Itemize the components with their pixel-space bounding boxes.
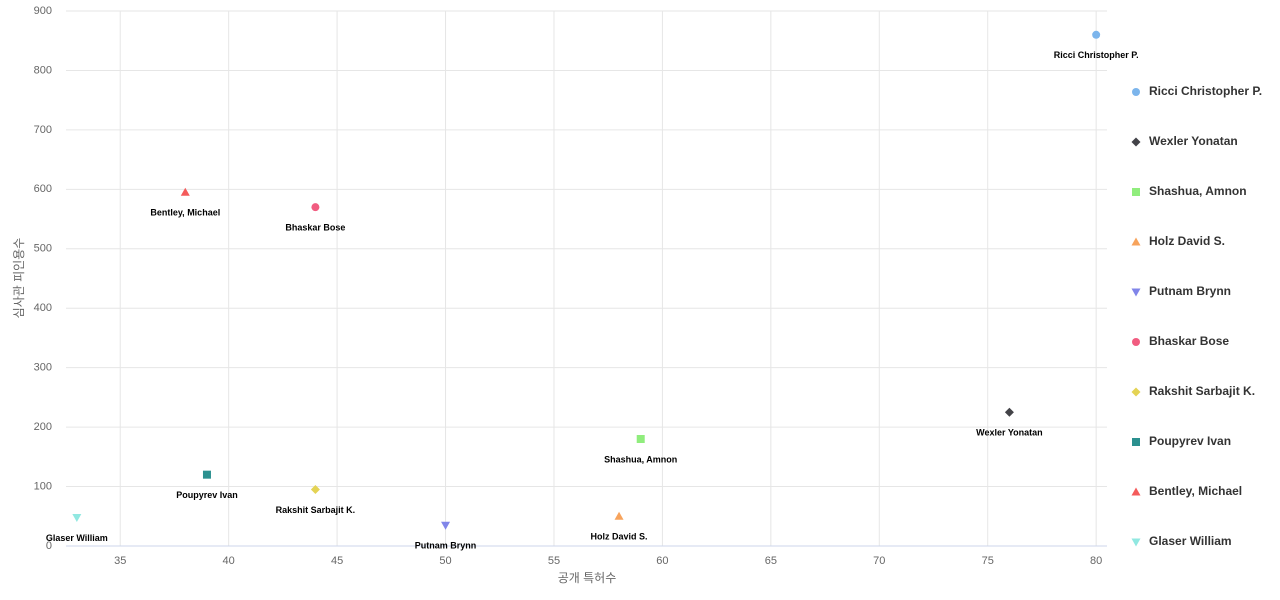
x-tick-label: 40 (223, 555, 235, 567)
y-tick-label: 800 (34, 64, 52, 76)
point (636, 435, 645, 443)
legend-label: Shashua, Amnon (1149, 184, 1247, 198)
y-tick-label: 700 (34, 124, 52, 136)
point-label: Poupyrev Ivan (176, 490, 238, 500)
y-tick-label: 300 (34, 362, 52, 374)
y-tick-label: 0 (46, 540, 52, 552)
point-label: Glaser William (46, 533, 108, 543)
x-tick-label: 35 (114, 555, 126, 567)
y-tick-label: 400 (34, 302, 52, 314)
legend-marker (1132, 188, 1140, 196)
y-tick-label: 100 (34, 480, 52, 492)
point (72, 513, 82, 522)
point-label: Bhaskar Bose (285, 223, 345, 233)
point (180, 187, 190, 196)
legend-marker (1131, 487, 1141, 496)
x-tick-label: 65 (765, 555, 777, 567)
point-label: Wexler Yonatan (976, 428, 1043, 438)
legend-label: Putnam Brynn (1149, 284, 1231, 298)
x-axis-title: 공개 특허수 (558, 571, 617, 585)
y-tick-label: 500 (34, 243, 52, 255)
point (310, 485, 320, 495)
legend-marker (1131, 538, 1141, 547)
legend-marker (1131, 288, 1141, 297)
y-axis-title: 심사관 피인용수 (12, 238, 26, 319)
point-label: Shashua, Amnon (604, 454, 677, 464)
legend-label: Rakshit Sarbajit K. (1149, 384, 1255, 398)
x-tick-label: 70 (873, 555, 885, 567)
legend-marker (1131, 137, 1141, 147)
y-tick-label: 600 (34, 183, 52, 195)
x-tick-label: 75 (982, 555, 994, 567)
point (202, 470, 211, 479)
point (1004, 407, 1014, 417)
point (614, 511, 624, 520)
legend-label: Wexler Yonatan (1149, 134, 1238, 148)
x-tick-label: 80 (1090, 555, 1102, 567)
legend-marker (1132, 438, 1140, 446)
y-tick-label: 200 (34, 421, 52, 433)
point-label: Rakshit Sarbajit K. (276, 505, 356, 515)
legend-marker (1131, 387, 1141, 397)
y-tick-label: 900 (34, 5, 52, 17)
point (1092, 30, 1101, 39)
point (311, 203, 320, 212)
point-label: Ricci Christopher P. (1054, 50, 1139, 60)
x-tick-label: 50 (439, 555, 451, 567)
legend-label: Glaser William (1149, 534, 1232, 548)
legend-label: Bentley, Michael (1149, 484, 1242, 498)
point (441, 521, 451, 530)
legend-label: Holz David S. (1149, 234, 1225, 248)
x-tick-label: 55 (548, 555, 560, 567)
x-tick-label: 60 (656, 555, 668, 567)
legend-marker (1132, 88, 1140, 96)
legend-label: Bhaskar Bose (1149, 334, 1229, 348)
point-label: Bentley, Michael (150, 208, 220, 218)
legend-label: Poupyrev Ivan (1149, 434, 1231, 448)
legend-marker (1132, 338, 1140, 346)
point-label: Putnam Brynn (415, 541, 477, 551)
legend-marker (1131, 237, 1141, 246)
x-tick-label: 45 (331, 555, 343, 567)
point-label: Holz David S. (591, 532, 648, 542)
legend-label: Ricci Christopher P. (1149, 84, 1262, 98)
